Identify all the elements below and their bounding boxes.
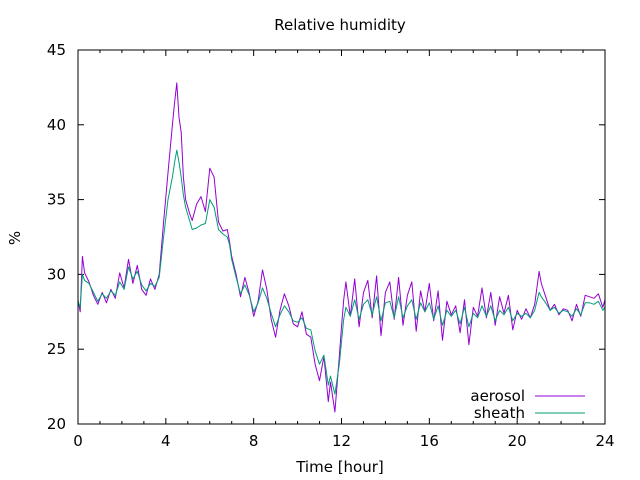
y-tick-label: 40 xyxy=(47,116,66,134)
x-tick-label: 4 xyxy=(161,432,171,450)
series-layer xyxy=(77,82,606,413)
y-tick-label: 45 xyxy=(47,41,66,59)
plot-frame xyxy=(77,49,606,425)
y-axis-label: % xyxy=(6,231,24,245)
x-tick-label: 8 xyxy=(249,432,259,450)
x-axis-label: Time [hour] xyxy=(295,458,384,476)
y-tick-label: 30 xyxy=(47,265,66,283)
x-tick-label: 24 xyxy=(595,432,614,450)
chart-title: Relative humidity xyxy=(274,16,406,34)
series-line-sheath xyxy=(77,149,606,395)
legend-label-sheath: sheath xyxy=(474,404,525,422)
legend-label-aerosol: aerosol xyxy=(470,387,525,405)
axis-ticks: 0 4 8 12 16 20 24 20 25 30 35 40 45 xyxy=(47,41,615,450)
y-tick-label: 20 xyxy=(47,415,66,433)
x-tick-label: 20 xyxy=(508,432,527,450)
series-line-aerosol xyxy=(77,82,606,413)
x-tick-label: 0 xyxy=(73,432,83,450)
y-tick-label: 25 xyxy=(47,340,66,358)
x-tick-label: 12 xyxy=(332,432,351,450)
x-tick-label: 16 xyxy=(420,432,439,450)
y-tick-label: 35 xyxy=(47,191,66,209)
